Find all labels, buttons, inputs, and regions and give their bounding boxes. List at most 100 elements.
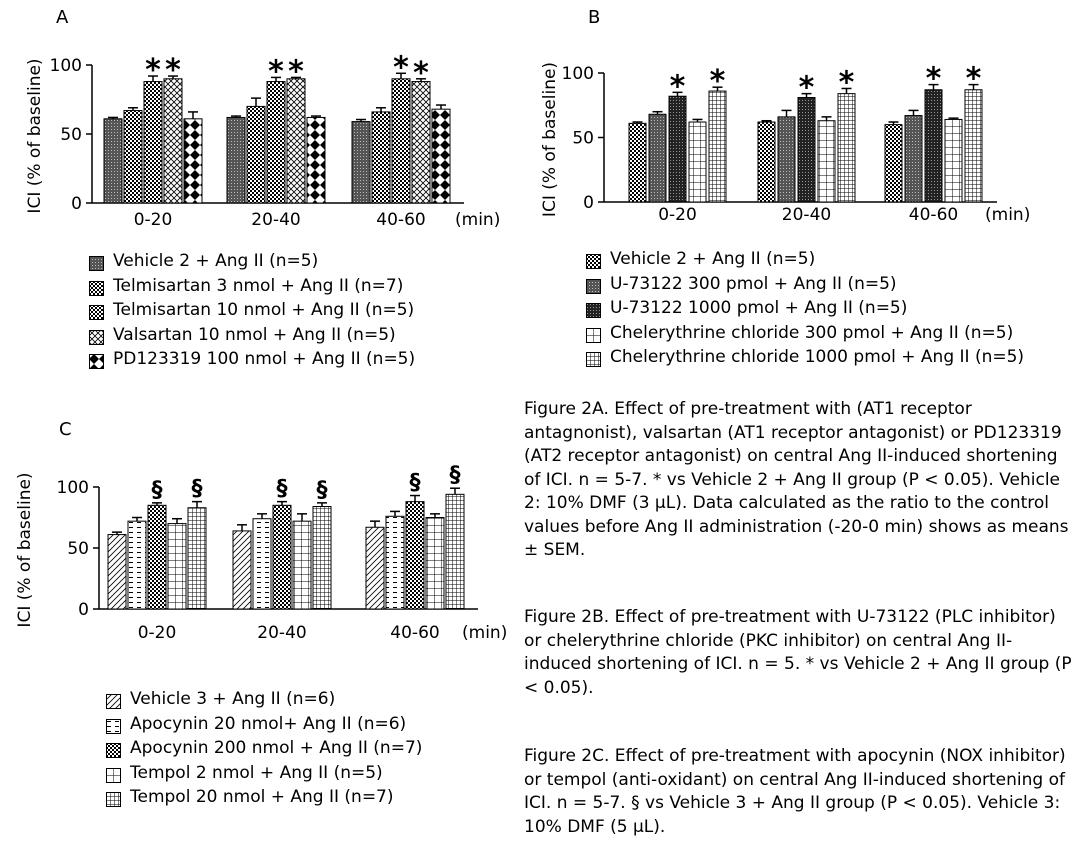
caption-text: Figure 2A. Effect of pre-treatment with … <box>524 399 1069 560</box>
legend-item: Apocynin 200 nmol + Ang II (n=7) <box>106 736 422 761</box>
bar <box>628 122 647 203</box>
bar <box>817 120 836 203</box>
significance-marker: * <box>165 53 181 88</box>
y-tick-label: 100 <box>562 64 594 84</box>
legend-label: U-73122 1000 pmol + Ang II (n=5) <box>610 298 908 318</box>
significance-marker: § <box>192 477 203 502</box>
significance-marker: * <box>288 54 304 89</box>
swatch-diag-icon <box>106 692 121 710</box>
swatch-mid-dot-icon <box>89 279 104 296</box>
x-unit-label-b: (min) <box>985 205 1030 225</box>
legend-label: Valsartan 10 nmol + Ang II (n=5) <box>113 324 396 345</box>
bar <box>163 78 183 204</box>
legend-label: Telmisartan 10 nmol + Ang II (n=5) <box>113 300 415 320</box>
significance-marker: * <box>799 71 815 106</box>
legend-item: Valsartan 10 nmol + Ang II (n=5) <box>89 323 415 348</box>
bar <box>103 118 123 204</box>
bar <box>777 116 796 203</box>
bar <box>445 493 465 610</box>
swatch-dense-grid-icon <box>586 350 601 368</box>
legend-item: Telmisartan 10 nmol + Ang II (n=5) <box>89 298 415 323</box>
legend-c: Vehicle 3 + Ang II (n=6) Apocynin 20 nmo… <box>106 687 422 810</box>
y-tick-label: 50 <box>60 125 82 145</box>
bar <box>391 78 411 204</box>
bar <box>187 507 207 610</box>
bar <box>837 93 856 203</box>
swatch-grid-icon <box>586 326 601 343</box>
bar <box>266 81 286 204</box>
bar <box>312 506 332 610</box>
significance-marker: * <box>145 53 161 88</box>
legend-item: Vehicle 2 + Ang II (n=5) <box>89 249 415 274</box>
x-unit-label-c: (min) <box>462 623 507 643</box>
y-axis-label-b: ICI (% of baseline) <box>540 62 560 217</box>
bar <box>183 118 203 204</box>
legend-item: U-73122 300 pmol + Ang II (n=5) <box>586 272 1024 297</box>
bar <box>365 526 385 610</box>
swatch-dark-dot-icon <box>586 301 601 319</box>
swatch-mid-dot-icon <box>89 303 104 321</box>
bar <box>127 520 147 610</box>
bar <box>371 111 391 204</box>
significance-marker: * <box>926 62 942 97</box>
bar <box>252 518 272 610</box>
swatch-mid-dot-icon <box>106 741 121 759</box>
significance-marker: * <box>966 62 982 97</box>
significance-marker: § <box>410 471 421 496</box>
x-tick-label: 0-20 <box>658 205 697 225</box>
legend-item: U-73122 1000 pmol + Ang II (n=5) <box>586 296 1024 321</box>
bar <box>351 121 371 204</box>
bar <box>143 81 163 204</box>
y-tick-label: 100 <box>50 56 82 76</box>
panel-letter-b: B <box>588 7 601 28</box>
legend-label: Vehicle 3 + Ang II (n=6) <box>130 689 336 709</box>
bar <box>411 81 431 204</box>
bar <box>107 534 127 610</box>
significance-marker: § <box>450 463 461 488</box>
significance-marker: * <box>670 69 686 104</box>
legend-item: Apocynin 20 nmol+ Ang II (n=6) <box>106 712 422 737</box>
swatch-dash-icon <box>106 717 121 734</box>
bar <box>904 115 923 203</box>
legend-item: Telmisartan 3 nmol + Ang II (n=7) <box>89 274 415 299</box>
bar <box>648 113 667 203</box>
bar <box>246 105 266 204</box>
bar <box>232 530 252 610</box>
y-tick-label: 100 <box>57 478 89 498</box>
bar <box>924 89 943 203</box>
caption-text: Figure 2C. Effect of pre-treatment with … <box>524 746 1066 837</box>
caption-text: Figure 2B. Effect of pre-treatment with … <box>524 607 1072 698</box>
legend-item: PD123319 100 nmol + Ang II (n=5) <box>89 347 415 372</box>
caption-figure-2c: Figure 2C. Effect of pre-treatment with … <box>524 745 1076 839</box>
significance-marker: * <box>268 54 284 89</box>
swatch-crosshatch-icon <box>89 328 104 345</box>
bar <box>668 95 687 203</box>
significance-marker: § <box>317 478 328 503</box>
x-tick-label: 20-40 <box>251 210 300 230</box>
legend-item: Vehicle 3 + Ang II (n=6) <box>106 687 422 712</box>
bar <box>688 121 707 203</box>
x-tick-label: 40-60 <box>376 210 425 230</box>
bar <box>286 78 306 204</box>
legend-label: Tempol 2 nmol + Ang II (n=5) <box>130 762 383 783</box>
legend-label: Vehicle 2 + Ang II (n=5) <box>113 251 319 271</box>
bar <box>123 110 143 204</box>
bar <box>708 90 727 203</box>
significance-marker: * <box>710 64 726 99</box>
panel-letter-a: A <box>56 7 69 28</box>
x-tick-label: 20-40 <box>257 623 306 643</box>
bar <box>797 97 816 203</box>
legend-label: Apocynin 20 nmol+ Ang II (n=6) <box>130 713 407 734</box>
swatch-diamond-icon <box>89 352 104 370</box>
panel-letter-c: C <box>59 419 72 440</box>
legend-item: Chelerythrine chloride 1000 pmol + Ang I… <box>586 345 1024 370</box>
significance-marker: * <box>413 56 429 91</box>
bar <box>431 108 451 204</box>
legend-label: Telmisartan 3 nmol + Ang II (n=7) <box>113 275 404 296</box>
legend-label: U-73122 300 pmol + Ang II (n=5) <box>610 273 897 294</box>
significance-marker: * <box>393 50 409 85</box>
bar <box>147 504 167 610</box>
caption-figure-2b: Figure 2B. Effect of pre-treatment with … <box>524 606 1076 700</box>
x-tick-label: 40-60 <box>909 205 958 225</box>
